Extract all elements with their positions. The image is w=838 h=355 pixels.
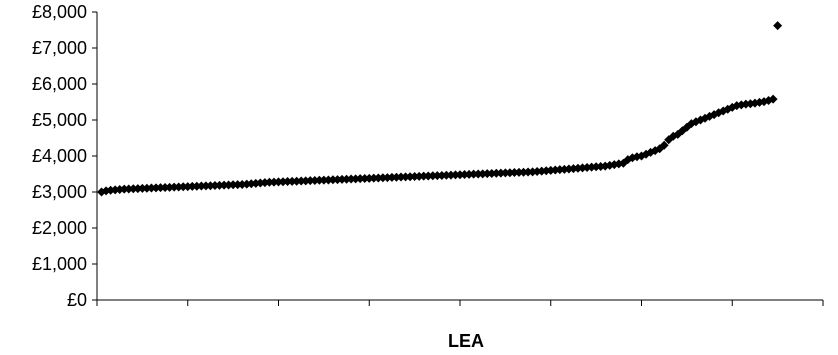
data-point bbox=[773, 21, 783, 31]
data-point bbox=[659, 140, 669, 150]
x-axis-title: LEA bbox=[448, 331, 484, 351]
y-tick-label: £1,000 bbox=[32, 254, 87, 274]
data-point bbox=[119, 184, 129, 194]
y-axis: £0 £1,000 £2,000 £3,000 £4,000 £5,000 £6,000 £7… bbox=[32, 2, 98, 310]
y-tick-label: £8,000 bbox=[32, 2, 87, 22]
data-points bbox=[97, 21, 783, 197]
data-point bbox=[768, 94, 778, 104]
y-tick-label: £6,000 bbox=[32, 74, 87, 94]
y-tick-label: £0 bbox=[67, 290, 87, 310]
y-tick-label: £5,000 bbox=[32, 110, 87, 130]
y-tick-label: £7,000 bbox=[32, 38, 87, 58]
y-tick-label: £4,000 bbox=[32, 146, 87, 166]
y-tick-label: £2,000 bbox=[32, 218, 87, 238]
y-tick-label: £3,000 bbox=[32, 182, 87, 202]
x-axis bbox=[96, 299, 824, 306]
